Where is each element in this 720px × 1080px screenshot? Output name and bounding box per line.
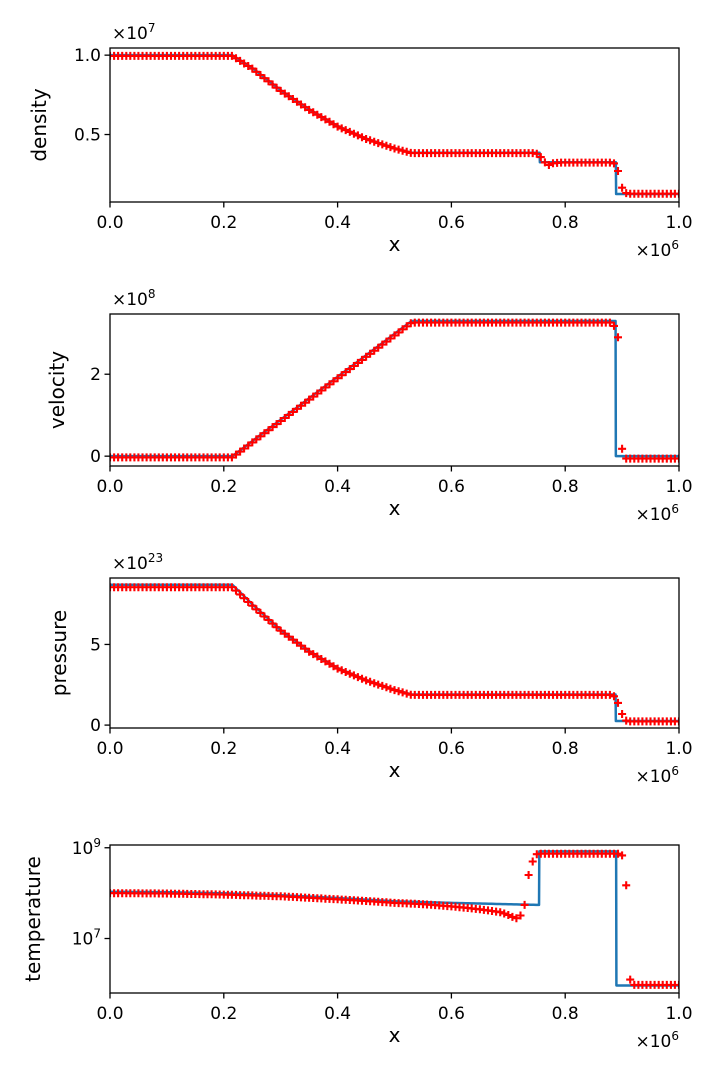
chart-temperature: 0.0 0.2 0.4 0.6 0.8 1.0 107 109 ×106 x temperature <box>21 836 693 1052</box>
x-tick-label: 0.4 <box>324 477 351 497</box>
subplot-density: 0.0 0.2 0.4 0.6 0.8 1.0 0.5 1.0 ×107 ×106 x density <box>0 0 720 270</box>
x-tick-label: 0.8 <box>552 1004 579 1024</box>
axes-frame <box>109 313 680 467</box>
x-offset-label: ×106 <box>635 238 679 261</box>
y-tick-label: 5 <box>90 635 101 655</box>
y-tick-label: 0.5 <box>74 126 101 146</box>
x-tick-label: 0.8 <box>552 477 579 497</box>
x-tick-label: 0.0 <box>96 739 123 759</box>
x-tick-label: 1.0 <box>665 739 692 759</box>
x-offset-label: ×106 <box>635 502 679 525</box>
y-tick-label: 0 <box>90 447 101 467</box>
x-axis-label: x <box>389 232 401 256</box>
x-axis-label: x <box>389 758 401 782</box>
y-offset-label: ×107 <box>112 21 156 44</box>
x-tick-label: 1.0 <box>665 213 692 233</box>
x-tick-label: 0.0 <box>96 1004 123 1024</box>
y-offset-label: ×1023 <box>112 551 163 574</box>
axes-frame <box>109 47 680 203</box>
y-axis-label: pressure <box>47 610 71 696</box>
numerical-solution-markers-velocity <box>110 318 679 463</box>
x-tick-label: 0.4 <box>324 739 351 759</box>
x-tick-label: 0.4 <box>324 213 351 233</box>
subplot-velocity: 0.0 0.2 0.4 0.6 0.8 1.0 0 2 ×108 ×106 x velocity <box>0 270 720 540</box>
x-tick-label: 0.2 <box>210 739 237 759</box>
x-tick-label: 0.6 <box>438 1004 465 1024</box>
x-tick-label: 1.0 <box>665 1004 692 1024</box>
chart-pressure: 0.0 0.2 0.4 0.6 0.8 1.0 0 5 ×1023 ×106 x pressure <box>47 551 693 787</box>
numerical-solution-markers-temperature <box>110 849 679 989</box>
subplot-pressure: 0.0 0.2 0.4 0.6 0.8 1.0 0 5 ×1023 ×106 x pressure <box>0 540 720 810</box>
axes-frame <box>109 577 680 729</box>
x-offset-label: ×106 <box>635 764 679 787</box>
x-axis-label: x <box>389 496 401 520</box>
x-tick-label: 0.0 <box>96 477 123 497</box>
exact-solution-line-temperature <box>110 850 679 987</box>
chart-velocity: 0.0 0.2 0.4 0.6 0.8 1.0 0 2 ×108 ×106 x velocity <box>45 287 693 525</box>
y-tick-label: 2 <box>90 365 101 385</box>
x-tick-label: 0.6 <box>438 739 465 759</box>
y-axis-label: temperature <box>21 856 45 982</box>
x-tick-label: 0.6 <box>438 477 465 497</box>
chart-density: 0.0 0.2 0.4 0.6 0.8 1.0 0.5 1.0 ×107 ×106 x density <box>27 21 693 261</box>
x-tick-label: 0.4 <box>324 1004 351 1024</box>
x-tick-label: 0.2 <box>210 213 237 233</box>
y-tick-label: 109 <box>72 836 101 859</box>
exact-solution-line-pressure <box>110 583 679 723</box>
y-axis-label: density <box>27 88 51 161</box>
x-tick-label: 0.8 <box>552 213 579 233</box>
y-offset-label: ×108 <box>112 287 156 310</box>
subplot-temperature: 0.0 0.2 0.4 0.6 0.8 1.0 107 109 ×106 x temperature <box>0 810 720 1080</box>
x-tick-label: 0.8 <box>552 739 579 759</box>
x-tick-label: 0.0 <box>96 213 123 233</box>
y-tick-label: 107 <box>72 927 101 950</box>
numerical-solution-markers-pressure <box>110 583 679 726</box>
x-tick-label: 0.2 <box>210 477 237 497</box>
exact-solution-line-density <box>110 53 679 196</box>
x-axis-label: x <box>389 1023 401 1047</box>
y-axis-label: velocity <box>45 351 69 429</box>
x-tick-label: 0.2 <box>210 1004 237 1024</box>
x-tick-label: 0.6 <box>438 213 465 233</box>
y-tick-label: 1.0 <box>74 46 101 66</box>
x-tick-label: 1.0 <box>665 477 692 497</box>
exact-solution-line-velocity <box>110 319 679 458</box>
numerical-solution-markers-density <box>110 51 679 198</box>
axes-frame <box>109 844 680 994</box>
x-offset-label: ×106 <box>635 1029 679 1052</box>
y-tick-label: 0 <box>90 716 101 736</box>
